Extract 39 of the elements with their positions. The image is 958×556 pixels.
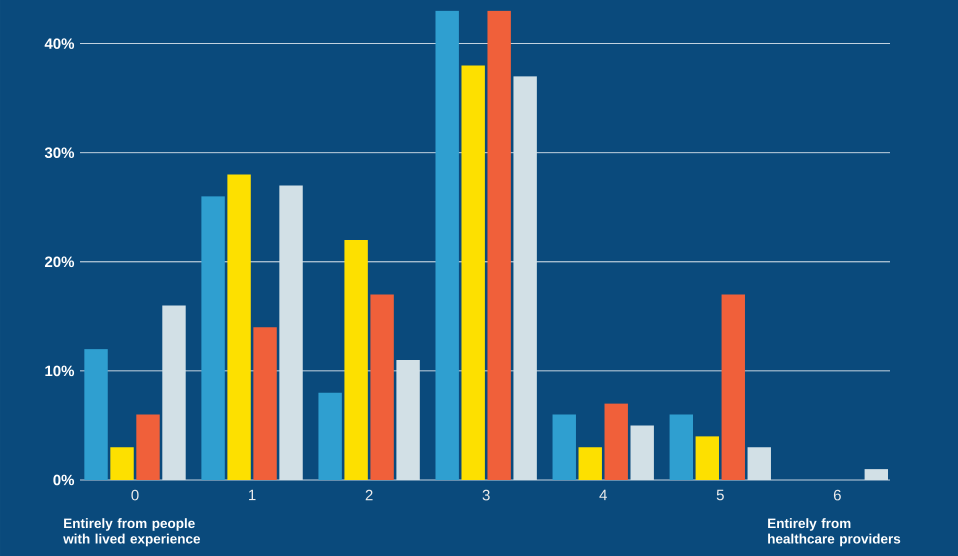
bar — [513, 76, 537, 480]
x-tick-label: 0 — [131, 490, 139, 500]
bar — [552, 414, 576, 480]
bar — [461, 65, 485, 480]
bar — [630, 425, 654, 480]
bar — [748, 447, 771, 480]
bar — [864, 469, 888, 480]
bar — [227, 174, 251, 480]
y-tick-label: 20% — [44, 256, 74, 268]
bar — [110, 447, 134, 480]
bar — [722, 294, 745, 480]
text: Entirely from people with lived experience — [63, 518, 200, 546]
bar — [578, 447, 602, 480]
bar — [253, 327, 277, 480]
bar — [136, 414, 160, 480]
bar — [396, 360, 420, 480]
y-tick-label: 0% — [53, 474, 74, 486]
x-tick-label: 3 — [482, 490, 490, 500]
x-tick-label: 2 — [366, 490, 373, 500]
x-tick-label: 1 — [249, 490, 256, 500]
bar — [604, 404, 628, 480]
y-tick-label: 30% — [44, 147, 74, 158]
bar — [201, 196, 225, 480]
x-tick-label: 4 — [599, 490, 607, 500]
bar — [279, 185, 303, 480]
x-tick-label: 5 — [716, 490, 724, 500]
y-tick-label: 40% — [44, 38, 74, 49]
bar — [435, 10, 459, 480]
x-tick-label: 6 — [834, 490, 841, 500]
bar — [487, 10, 511, 480]
bar — [344, 240, 368, 480]
bar — [84, 349, 108, 480]
bar — [696, 436, 719, 480]
bar — [318, 392, 342, 480]
text: Entirely from healthcare providers — [768, 518, 900, 546]
bar — [670, 414, 694, 480]
bar — [162, 305, 186, 480]
bar — [370, 294, 394, 480]
y-tick-label: 10% — [45, 366, 74, 376]
